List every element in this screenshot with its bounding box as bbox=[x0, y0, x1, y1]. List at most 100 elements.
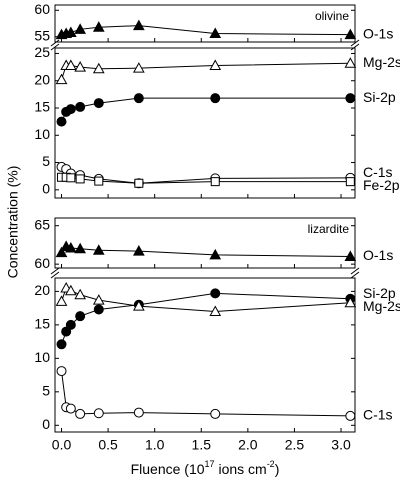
marker bbox=[344, 28, 357, 40]
y-tick-label: 65 bbox=[34, 216, 50, 232]
legend-label: C-1s bbox=[363, 164, 393, 180]
marker bbox=[209, 248, 222, 260]
legend-label: Mg-2s bbox=[363, 54, 400, 70]
y-axis-label: Concentration (%) bbox=[5, 166, 21, 279]
y-tick-label: 5 bbox=[42, 383, 50, 399]
marker bbox=[209, 59, 222, 70]
y-tick-label: 10 bbox=[34, 349, 50, 365]
plot-frame bbox=[54, 217, 356, 269]
series-line bbox=[61, 166, 351, 184]
marker bbox=[65, 403, 76, 414]
x-tick-label: 0.5 bbox=[98, 437, 118, 453]
marker bbox=[55, 73, 68, 85]
legend-label: Si-2p bbox=[363, 285, 396, 301]
marker bbox=[64, 59, 77, 70]
y-tick-label: 60 bbox=[34, 1, 50, 17]
legend-label: C-1s bbox=[363, 407, 393, 423]
marker bbox=[133, 407, 144, 418]
marker bbox=[344, 57, 357, 68]
marker bbox=[210, 93, 221, 104]
x-tick-label: 1.0 bbox=[145, 437, 165, 453]
marker bbox=[209, 305, 222, 316]
plot-frame bbox=[54, 277, 356, 433]
marker bbox=[74, 23, 87, 34]
axis-break bbox=[50, 267, 60, 279]
y-tick-label: 0 bbox=[42, 181, 50, 197]
marker bbox=[65, 319, 76, 330]
marker bbox=[210, 288, 221, 299]
marker bbox=[133, 300, 145, 311]
y-tick-label: 25 bbox=[34, 44, 50, 60]
legend-label: O-1s bbox=[363, 25, 393, 41]
legend-label: Mg-2s bbox=[363, 298, 400, 314]
x-label-sup: -2 bbox=[267, 459, 275, 469]
marker bbox=[56, 116, 67, 127]
series-line bbox=[61, 97, 351, 122]
marker bbox=[75, 311, 86, 322]
marker bbox=[92, 62, 105, 74]
y-tick-label: 20 bbox=[34, 71, 50, 87]
marker bbox=[92, 294, 105, 305]
marker bbox=[74, 288, 87, 300]
marker bbox=[64, 241, 77, 253]
marker bbox=[93, 98, 104, 109]
y-tick-label: 60 bbox=[34, 255, 50, 271]
x-tick-label: 2.5 bbox=[285, 437, 305, 453]
x-tick-label: 0.0 bbox=[52, 437, 72, 453]
x-label-sup: 17 bbox=[205, 459, 215, 469]
series-line bbox=[61, 371, 351, 417]
marker bbox=[75, 101, 86, 112]
marker bbox=[66, 173, 76, 183]
legend-label: Si-2p bbox=[363, 89, 396, 105]
legend-label: Fe-2p bbox=[363, 177, 400, 193]
series-line bbox=[61, 25, 351, 36]
marker bbox=[345, 93, 356, 104]
marker bbox=[56, 339, 67, 350]
marker bbox=[210, 408, 221, 419]
y-tick-label: 10 bbox=[34, 126, 50, 142]
marker bbox=[93, 408, 104, 419]
series-line bbox=[61, 287, 351, 312]
x-label-part: ) bbox=[275, 461, 280, 477]
x-tick-label: 3.0 bbox=[331, 437, 351, 453]
x-label-part: Fluence (10 bbox=[131, 461, 205, 477]
marker bbox=[133, 62, 145, 73]
marker bbox=[55, 295, 68, 306]
series-line bbox=[61, 62, 351, 80]
marker bbox=[134, 178, 144, 188]
marker bbox=[93, 304, 104, 315]
y-tick-label: 20 bbox=[34, 282, 50, 298]
marker bbox=[75, 408, 86, 419]
marker bbox=[133, 93, 144, 104]
marker bbox=[345, 177, 355, 187]
marker bbox=[56, 366, 67, 377]
axis-break bbox=[50, 39, 60, 51]
marker bbox=[344, 250, 357, 261]
marker bbox=[65, 104, 76, 115]
x-tick-label: 1.5 bbox=[192, 437, 212, 453]
marker bbox=[74, 242, 87, 254]
marker bbox=[64, 26, 77, 37]
x-tick-label: 2.0 bbox=[238, 437, 258, 453]
marker bbox=[55, 246, 68, 258]
marker bbox=[64, 284, 77, 296]
annotation: olivine bbox=[315, 9, 349, 23]
x-axis-label: Fluence (1017 ions cm-2) bbox=[131, 459, 280, 476]
axis-break bbox=[350, 39, 360, 51]
marker bbox=[61, 326, 72, 337]
y-tick-label: 15 bbox=[34, 316, 50, 332]
y-tick-label: 0 bbox=[42, 416, 50, 432]
marker bbox=[210, 177, 220, 187]
axis-break bbox=[350, 267, 360, 279]
y-tick-label: 55 bbox=[34, 27, 50, 43]
marker bbox=[345, 410, 356, 421]
legend-label: O-1s bbox=[363, 247, 393, 263]
marker bbox=[92, 244, 105, 255]
y-tick-label: 15 bbox=[34, 99, 50, 115]
x-label-part: ions cm bbox=[215, 461, 267, 477]
marker bbox=[133, 19, 145, 31]
annotation: lizardite bbox=[308, 222, 350, 236]
marker bbox=[75, 174, 85, 184]
y-tick-label: 5 bbox=[42, 153, 50, 169]
